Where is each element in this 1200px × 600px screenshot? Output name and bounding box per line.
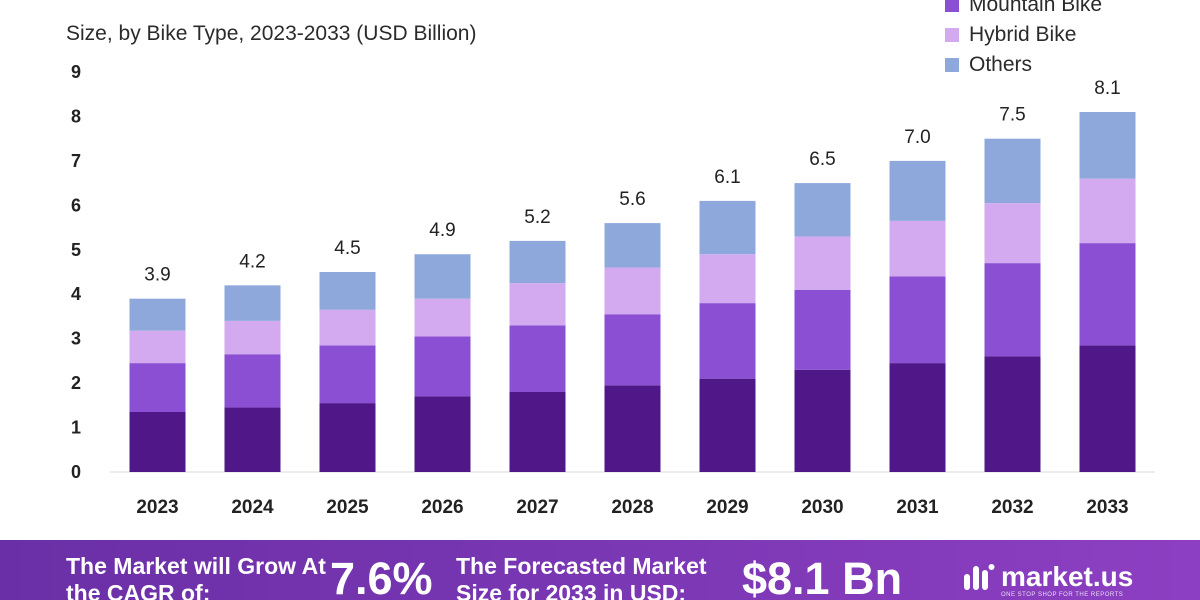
bar-segment-2024-series-3 <box>224 285 281 321</box>
bar-segment-2027-series-0 <box>509 392 566 472</box>
x-tick-label: 2025 <box>326 497 369 518</box>
forecast-text: The Forecasted Market Size for 2033 in U… <box>456 553 707 600</box>
y-tick-label: 2 <box>71 373 81 393</box>
bar-segment-2024-series-0 <box>224 407 281 472</box>
bar-segment-2023-series-3 <box>129 298 186 331</box>
bar-segment-2023-series-2 <box>129 330 186 364</box>
bar-segment-2025-series-3 <box>319 272 376 310</box>
bar-total-label: 5.2 <box>524 207 550 228</box>
x-tick-label: 2029 <box>706 497 748 518</box>
legend-item-others: Others <box>945 50 1102 80</box>
bar-segment-2029-series-2 <box>699 254 756 304</box>
y-tick-label: 1 <box>71 418 81 438</box>
bar-segment-2033-series-0 <box>1079 345 1136 472</box>
x-tick-label: 2024 <box>231 497 274 518</box>
bar-segment-2030-series-0 <box>794 369 851 472</box>
bar-segment-2028-series-0 <box>604 385 661 472</box>
x-tick-label: 2033 <box>1086 497 1128 518</box>
bar-segment-2033-series-2 <box>1079 178 1136 244</box>
bar-segment-2030-series-1 <box>794 289 851 370</box>
bar-segment-2031-series-2 <box>889 220 946 277</box>
y-tick-label: 9 <box>71 62 81 82</box>
bar-segment-2028-series-1 <box>604 314 661 386</box>
bar-segment-2023-series-1 <box>129 363 186 412</box>
bar-total-label: 7.0 <box>904 127 930 148</box>
bar-segment-2026-series-2 <box>414 298 471 337</box>
stacked-bar-chart: 0 1 2 3 4 5 6 7 8 9 3.9 2023 4.2 2024 4.5 2025 4.9 2026 5.… <box>71 62 1155 518</box>
logo-name: market.us <box>1001 561 1134 592</box>
legend-swatch-others <box>945 58 959 72</box>
bar-segment-2032-series-1 <box>984 263 1041 357</box>
y-tick-label: 8 <box>71 106 81 126</box>
x-tick-label: 2028 <box>611 497 653 518</box>
legend-label-hybrid-bike: Hybrid Bike <box>969 23 1077 46</box>
bar-segment-2030-series-3 <box>794 183 851 237</box>
bar-segment-2024-series-2 <box>224 320 281 355</box>
chart-legend: Mountain Bike Hybrid Bike Others <box>945 0 1102 80</box>
y-tick-label: 0 <box>71 462 81 482</box>
bar-total-label: 4.2 <box>239 251 265 272</box>
bar-segment-2025-series-1 <box>319 345 376 404</box>
bar-segment-2031-series-1 <box>889 276 946 364</box>
x-tick-label: 2031 <box>896 497 939 518</box>
y-tick-label: 3 <box>71 329 81 349</box>
bar-total-label: 7.5 <box>999 105 1025 126</box>
bar-total-label: 8.1 <box>1094 78 1120 99</box>
bar-segment-2025-series-2 <box>319 309 376 346</box>
bar-total-label: 6.1 <box>714 167 740 188</box>
bar-segment-2028-series-3 <box>604 223 661 268</box>
logo-tagline: ONE STOP SHOP FOR THE REPORTS <box>1001 592 1124 598</box>
bar-segment-2033-series-3 <box>1079 112 1136 179</box>
y-tick-label: 7 <box>71 151 81 171</box>
forecast-value: $8.1 Bn <box>742 553 903 600</box>
bar-total-label: 4.5 <box>334 238 360 259</box>
bar-segment-2026-series-3 <box>414 254 471 299</box>
logo-icon <box>964 564 995 590</box>
bar-segment-2026-series-1 <box>414 336 471 397</box>
bar-segment-2024-series-1 <box>224 354 281 408</box>
bar-segment-2029-series-1 <box>699 303 756 379</box>
bar-segment-2031-series-0 <box>889 363 946 472</box>
bar-segment-2033-series-1 <box>1079 243 1136 346</box>
y-tick-label: 5 <box>71 240 81 260</box>
bar-total-label: 5.6 <box>619 189 645 210</box>
summary-banner: The Market will Grow At the CAGR of: 7.6… <box>0 540 1200 600</box>
bar-segment-2025-series-0 <box>319 403 376 472</box>
bar-total-label: 6.5 <box>809 149 835 170</box>
x-tick-label: 2032 <box>991 497 1033 518</box>
legend-swatch-mountain-bike <box>945 0 959 12</box>
x-tick-label: 2026 <box>421 497 463 518</box>
bar-segment-2030-series-2 <box>794 236 851 290</box>
legend-item-hybrid-bike: Hybrid Bike <box>945 20 1102 50</box>
legend-label-others: Others <box>969 53 1033 76</box>
chart-subtitle: Size, by Bike Type, 2023-2033 (USD Billi… <box>66 22 477 45</box>
y-tick-label: 4 <box>71 284 81 304</box>
x-tick-label: 2027 <box>516 497 558 518</box>
x-tick-label: 2023 <box>136 497 178 518</box>
bar-segment-2029-series-3 <box>699 200 756 255</box>
legend-swatch-hybrid-bike <box>945 28 959 42</box>
legend-item-mountain-bike: Mountain Bike <box>945 0 1102 20</box>
y-tick-label: 6 <box>71 195 81 215</box>
bar-segment-2028-series-2 <box>604 267 661 315</box>
bar-total-label: 3.9 <box>144 265 170 286</box>
cagr-value: 7.6% <box>330 553 433 600</box>
bar-segment-2029-series-0 <box>699 378 756 472</box>
bar-segment-2026-series-0 <box>414 396 471 472</box>
bar-segment-2027-series-3 <box>509 240 566 284</box>
bar-segment-2032-series-2 <box>984 203 1041 264</box>
market-us-logo: market.us ONE STOP SHOP FOR THE REPORTS <box>963 562 1133 598</box>
bar-segment-2032-series-3 <box>984 138 1041 204</box>
bar-segment-2027-series-1 <box>509 325 566 392</box>
x-tick-label: 2030 <box>801 497 843 518</box>
bar-segment-2027-series-2 <box>509 283 566 326</box>
legend-label-mountain-bike: Mountain Bike <box>969 0 1103 16</box>
bar-segment-2032-series-0 <box>984 356 1041 472</box>
bar-segment-2031-series-3 <box>889 160 946 221</box>
bar-total-label: 4.9 <box>429 220 455 241</box>
bar-segment-2023-series-0 <box>129 412 186 472</box>
cagr-text: The Market will Grow At the CAGR of: <box>66 553 326 600</box>
